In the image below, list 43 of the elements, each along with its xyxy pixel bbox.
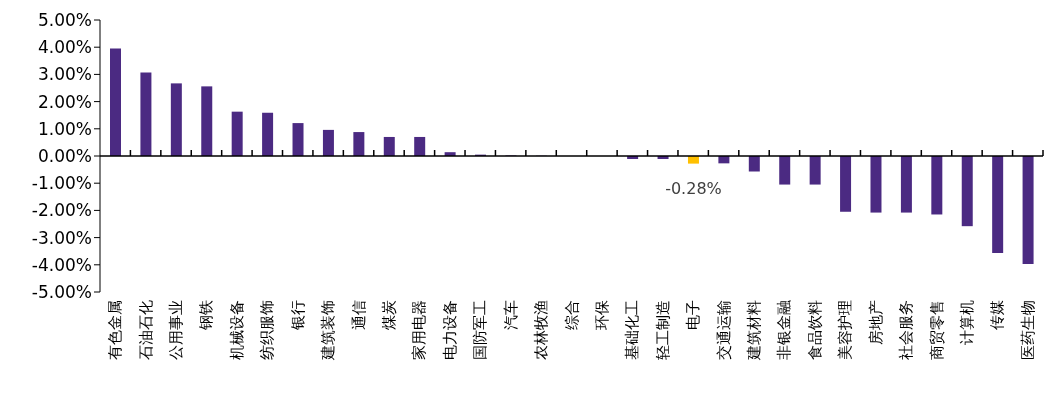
y-tick-label: -1.00%	[31, 173, 92, 194]
x-tick-label: 机械设备	[227, 300, 246, 360]
x-tick-label: 农林牧渔	[532, 300, 551, 360]
x-tick-label: 社会服务	[897, 300, 916, 360]
x-tick-label: 计算机	[957, 300, 976, 345]
data-label: -0.28%	[665, 178, 722, 198]
x-tick-label: 银行	[288, 300, 307, 331]
y-tick-label: 1.00%	[37, 118, 92, 139]
y-tick-label: 4.00%	[37, 37, 92, 58]
x-tick-label: 交通运输	[714, 300, 733, 360]
x-tick-label: 食品饮料	[805, 300, 824, 360]
y-tick-label: 5.00%	[37, 10, 92, 31]
x-tick-label: 纺织服饰	[258, 300, 277, 360]
x-tick-label: 建筑装饰	[319, 300, 338, 361]
y-tick-label: -3.00%	[31, 227, 92, 248]
y-tick-label: 2.00%	[37, 91, 92, 112]
x-tick-label: 家用电器	[410, 300, 429, 360]
x-tick-label: 通信	[349, 300, 368, 330]
x-tick-label: 石油石化	[136, 300, 155, 360]
x-tick-label: 传媒	[988, 300, 1007, 330]
x-tick-label: 基础化工	[623, 300, 642, 360]
x-tick-label: 汽车	[501, 300, 520, 330]
x-tick-label: 钢铁	[197, 300, 216, 331]
y-tick-label: -5.00%	[31, 282, 92, 303]
x-tick-label: 轻工制造	[653, 300, 672, 360]
x-tick-label: 综合	[562, 300, 581, 330]
x-tick-label: 商贸零售	[927, 300, 946, 360]
y-tick-label: -4.00%	[31, 254, 92, 275]
y-tick-label: 0.00%	[37, 146, 92, 167]
y-tick-label: -2.00%	[31, 200, 92, 221]
x-tick-label: 国防军工	[471, 300, 490, 360]
x-tick-label: 电力设备	[440, 300, 459, 360]
x-tick-label: 电子	[684, 300, 703, 330]
x-tick-label: 建筑材料	[745, 300, 764, 361]
x-tick-label: 非银金融	[775, 300, 794, 360]
x-tick-label: 公用事业	[167, 300, 186, 360]
x-tick-label: 房地产	[866, 300, 885, 345]
x-tick-label: 煤炭	[379, 300, 398, 330]
y-tick-label: 3.00%	[37, 64, 92, 85]
x-tick-label: 美容护理	[836, 300, 855, 360]
x-tick-label: 环保	[592, 300, 611, 330]
x-tick-label: 医药生物	[1018, 300, 1037, 360]
x-tick-label: 有色金属	[106, 300, 125, 360]
